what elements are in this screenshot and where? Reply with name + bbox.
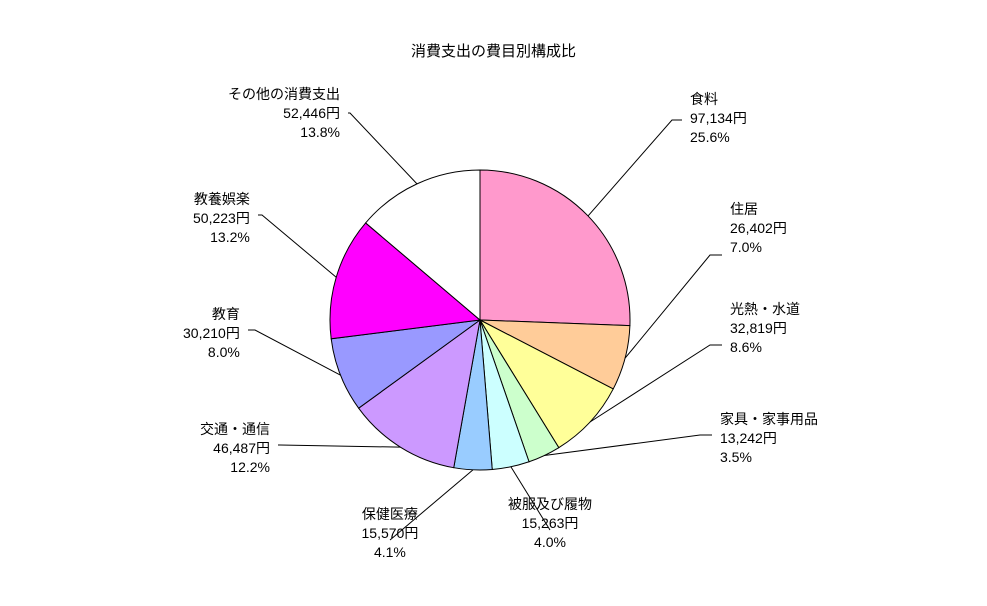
slice-label-percent: 13.8% [228,123,340,142]
slice-label-name: 保健医療 [362,505,419,524]
slice-label-amount: 15,263円 [508,514,592,533]
slice-label-name: 食料 [690,90,747,109]
slice-label: 家具・家事用品13,242円3.5% [720,410,818,467]
slice-label-amount: 32,819円 [730,319,800,338]
slice-label-amount: 13,242円 [720,429,818,448]
slice-label-percent: 25.6% [690,128,747,147]
slice-label-percent: 8.6% [730,338,800,357]
slice-label-amount: 52,446円 [228,104,340,123]
leader-line [348,113,417,184]
slice-label-amount: 50,223円 [193,209,250,228]
slice-label-amount: 26,402円 [730,219,787,238]
slice-label: その他の消費支出52,446円13.8% [228,85,340,142]
leader-line [588,120,682,216]
slice-label-name: 交通・通信 [200,420,270,439]
slice-label-amount: 15,570円 [362,524,419,543]
slice-label: 教育30,210円8.0% [183,305,240,362]
pie-svg [0,0,987,606]
leader-line [258,215,336,277]
pie-chart: 消費支出の費目別構成比 食料97,134円25.6%住居26,402円7.0%光… [0,0,987,606]
slice-label: 光熱・水道32,819円8.6% [730,300,800,357]
slice-label-amount: 46,487円 [200,439,270,458]
slice-label-percent: 4.0% [508,533,592,552]
slice-label-amount: 30,210円 [183,324,240,343]
slice-label-percent: 3.5% [720,448,818,467]
slice-label: 保健医療15,570円4.1% [362,505,419,562]
slice-label-percent: 8.0% [183,343,240,362]
slice-label-name: 教養娯楽 [193,190,250,209]
slice-label-name: 住居 [730,200,787,219]
leader-line [625,255,722,358]
slice-label-name: その他の消費支出 [228,85,340,104]
leader-line [278,445,400,447]
slice-label: 食料97,134円25.6% [690,90,747,147]
slice-label-amount: 97,134円 [690,109,747,128]
slice-label: 被服及び履物15,263円4.0% [508,495,592,552]
slice-label-name: 家具・家事用品 [720,410,818,429]
slice-label: 教養娯楽50,223円13.2% [193,190,250,247]
slice-label-percent: 13.2% [193,228,250,247]
slice-label-name: 教育 [183,305,240,324]
slice-label-percent: 4.1% [362,543,419,562]
slice-label-percent: 7.0% [730,238,787,257]
leader-line [248,330,341,375]
slice-label-name: 光熱・水道 [730,300,800,319]
slice-label-percent: 12.2% [200,458,270,477]
slice-label: 交通・通信46,487円12.2% [200,420,270,477]
slice-label: 住居26,402円7.0% [730,200,787,257]
slice-label-name: 被服及び履物 [508,495,592,514]
